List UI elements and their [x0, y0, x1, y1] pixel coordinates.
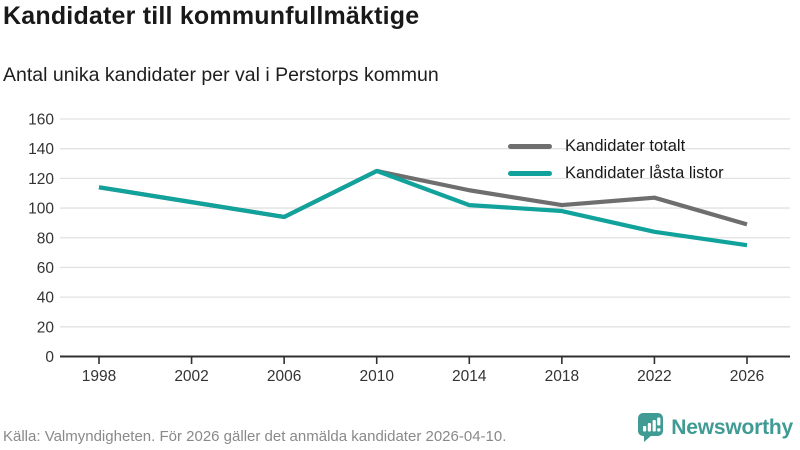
svg-text:160: 160 — [28, 112, 54, 129]
svg-text:120: 120 — [28, 171, 54, 188]
newsworthy-speech-bubble-icon — [638, 413, 664, 442]
legend-item-kandidater-totalt: Kandidater totalt — [508, 133, 724, 160]
svg-text:40: 40 — [37, 290, 55, 307]
svg-text:60: 60 — [37, 260, 55, 277]
legend-item-kandidater-lasta-listor: Kandidater låsta listor — [508, 160, 724, 187]
chart-subtitle: Antal unika kandidater per val i Perstor… — [3, 64, 439, 86]
source-note: Källa: Valmyndigheten. För 2026 gäller d… — [3, 428, 507, 445]
legend-label: Kandidater låsta listor — [565, 164, 724, 182]
chart-legend: Kandidater totalt Kandidater låsta listo… — [508, 133, 724, 187]
svg-text:0: 0 — [45, 349, 54, 366]
legend-swatch-gray-line — [508, 144, 552, 149]
chart-title: Kandidater till kommunfullmäktige — [3, 2, 420, 30]
svg-text:2022: 2022 — [637, 368, 671, 385]
newsworthy-logo-text: Newsworthy — [671, 415, 793, 439]
svg-text:2006: 2006 — [267, 368, 301, 385]
svg-text:1998: 1998 — [82, 368, 116, 385]
svg-text:2014: 2014 — [452, 368, 487, 385]
svg-text:100: 100 — [28, 201, 54, 218]
newsworthy-logo: Newsworthy — [637, 412, 793, 443]
svg-text:20: 20 — [37, 319, 55, 336]
svg-text:2010: 2010 — [359, 368, 394, 385]
legend-label: Kandidater totalt — [565, 137, 686, 155]
svg-text:140: 140 — [28, 141, 54, 158]
svg-text:2018: 2018 — [545, 368, 579, 385]
svg-text:2002: 2002 — [174, 368, 208, 385]
svg-text:2026: 2026 — [730, 368, 764, 385]
legend-swatch-teal-line — [508, 171, 552, 176]
svg-text:80: 80 — [37, 230, 55, 247]
